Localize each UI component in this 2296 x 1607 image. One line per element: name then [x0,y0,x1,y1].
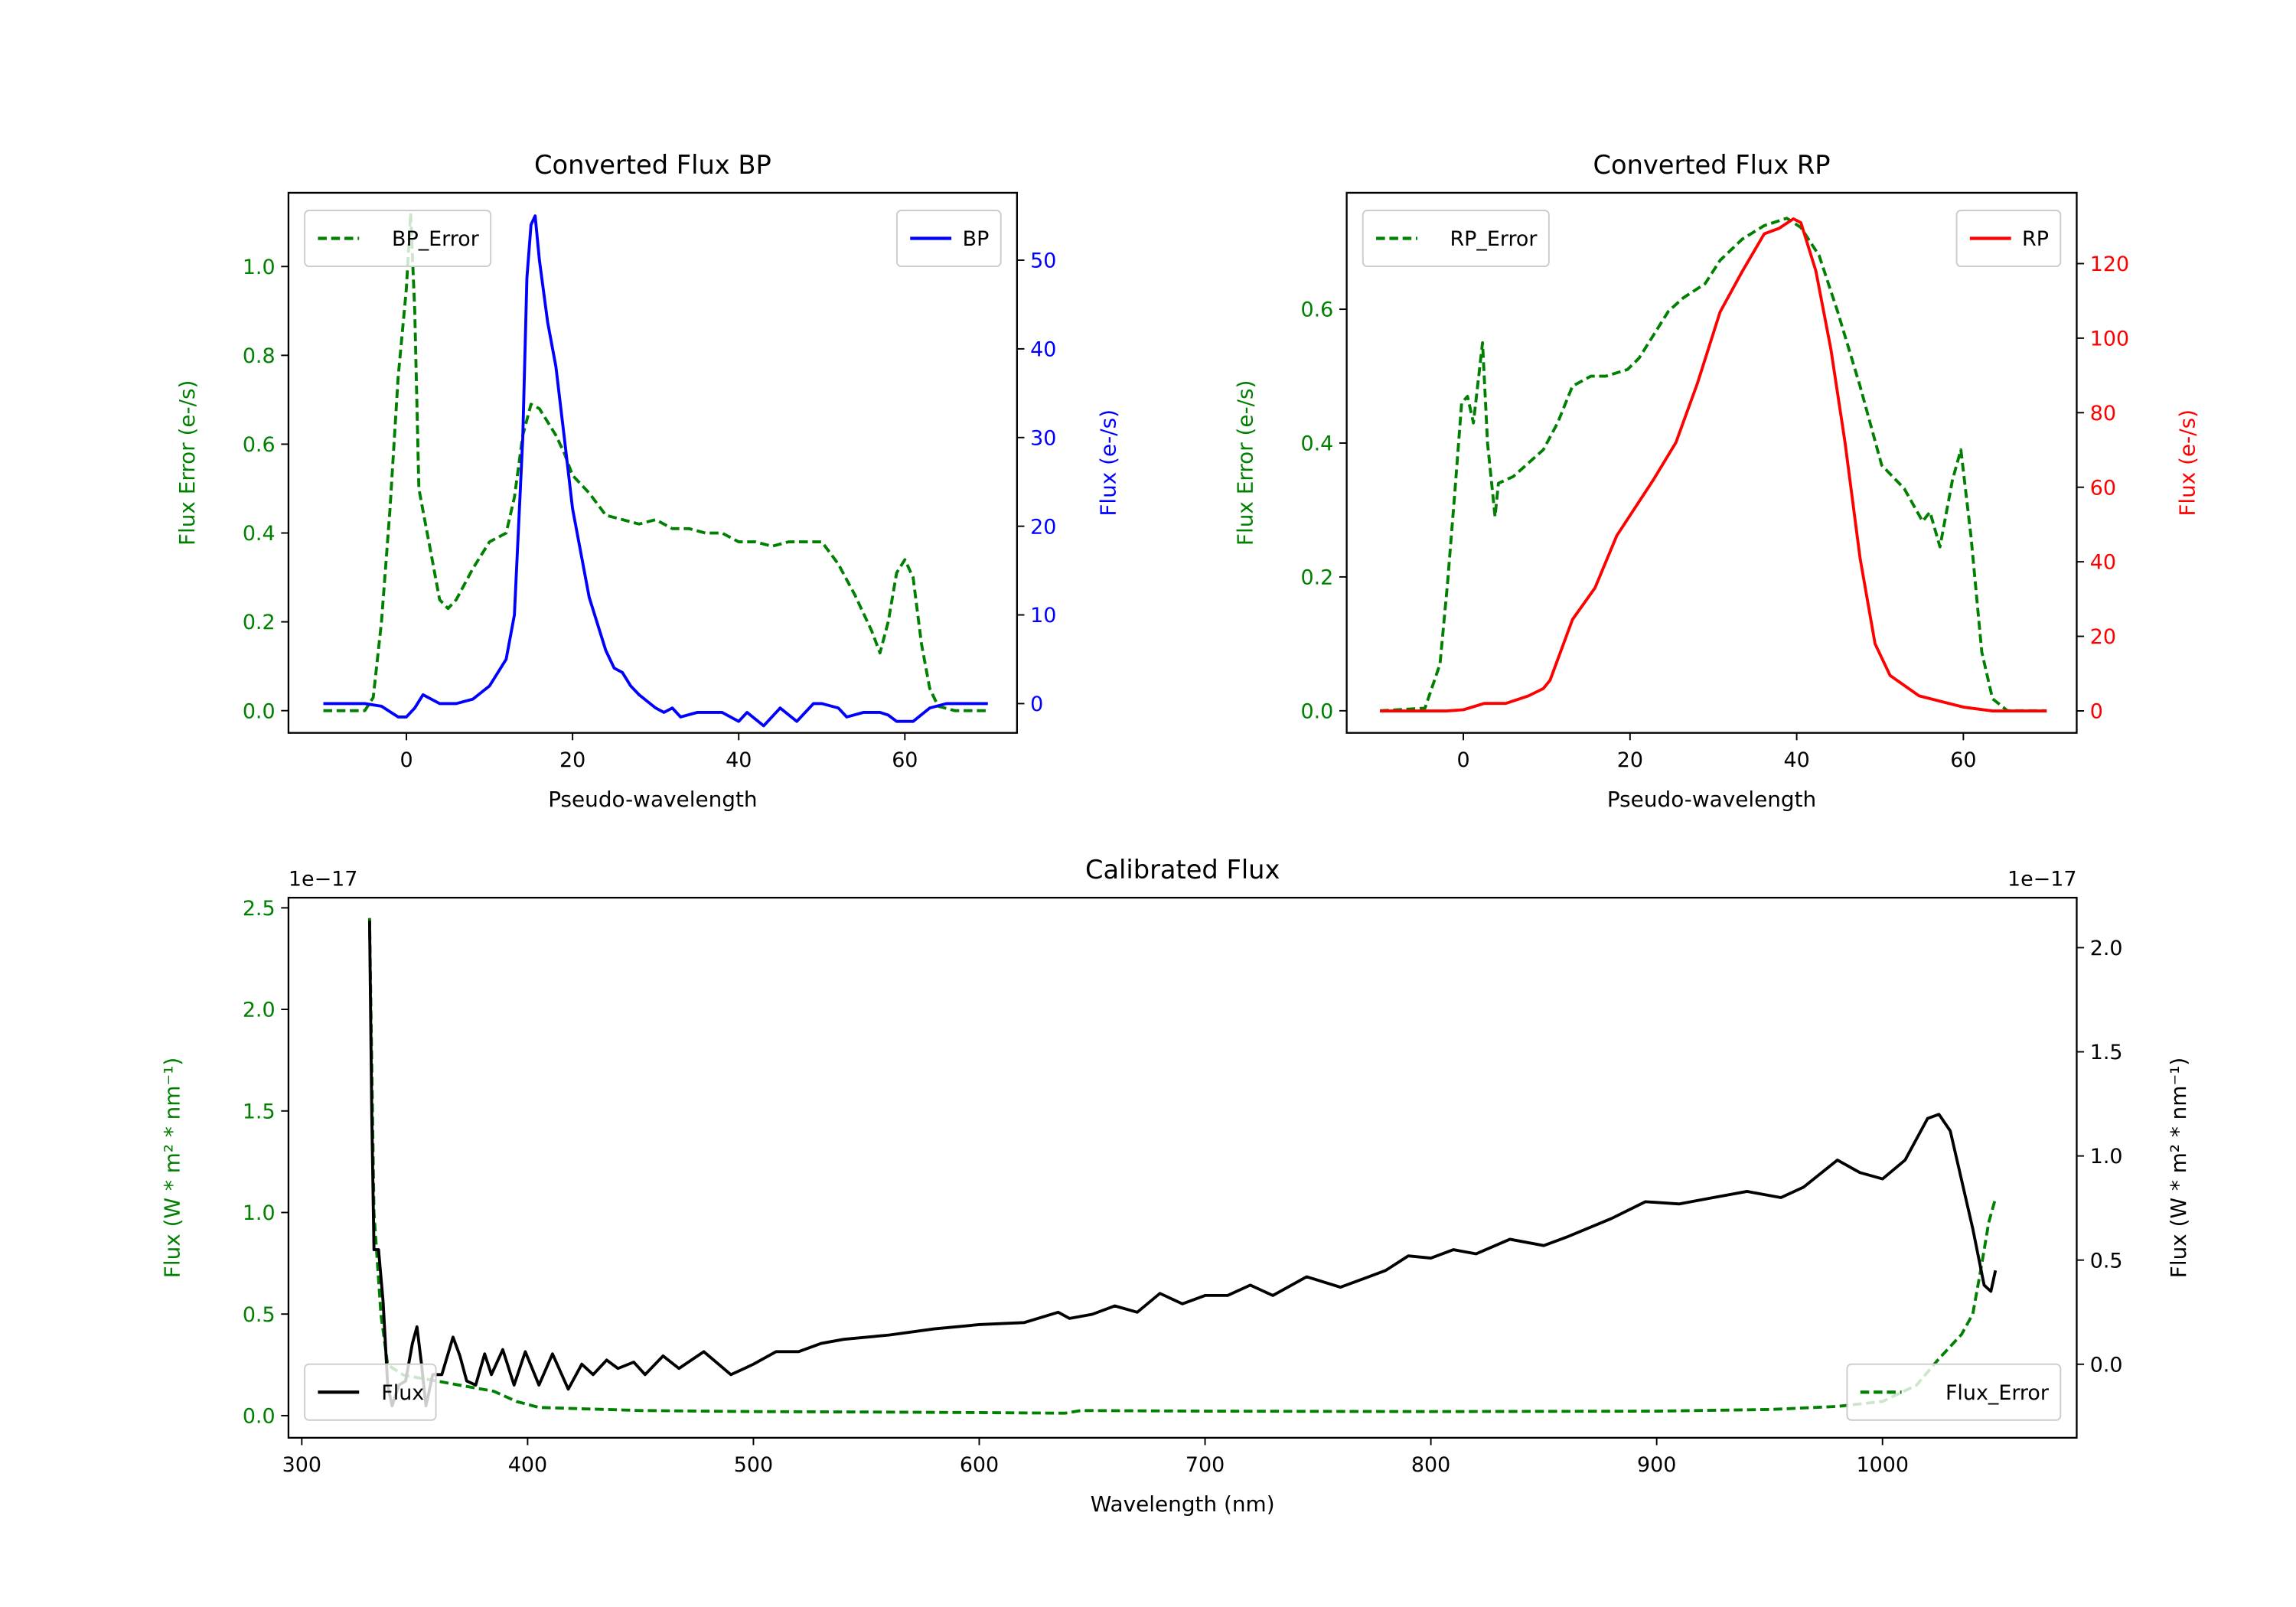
x-tick-label: 800 [1411,1453,1450,1477]
y-right-tick-label: 40 [2090,551,2116,575]
legend-upper-right: RP [1955,210,2062,268]
x-tick-label: 40 [1783,748,1809,772]
y-left-tick-label: 1.0 [243,256,276,279]
axes-frame [287,191,1018,734]
x-tick-label: 0 [400,748,413,772]
y-right-tick-label: 20 [1030,515,1056,539]
y-left-tick-label: 0.6 [243,433,276,457]
legend-box [1846,1363,2062,1421]
y-right-axis-label: Flux (W * m² * nm⁻¹) [2166,1058,2191,1278]
legend-label: BP_Error [392,227,480,251]
x-tick-label: 700 [1186,1453,1225,1477]
y-left-tick-label: 1.0 [243,1201,276,1225]
chart-title: Converted Flux BP [534,150,771,180]
legend-label: Flux [381,1381,424,1405]
chart-title: Converted Flux RP [1593,150,1831,180]
chart-title: Calibrated Flux [1085,855,1280,885]
y-right-tick-label: 0 [1030,693,1043,716]
y-left-tick-label: 2.5 [243,897,276,921]
y-right-tick-label: 2.0 [2090,937,2123,960]
x-tick-label: 0 [1456,748,1469,772]
y-left-tick-label: 0.2 [1301,566,1334,590]
y-left-tick-label: 0.0 [243,699,276,723]
y-right-tick-label: 1.5 [2090,1041,2123,1064]
x-tick-label: 900 [1637,1453,1676,1477]
y-right-offset-text: 1e−17 [2007,868,2076,892]
x-axis-label: Wavelength (nm) [1091,1491,1275,1517]
y-right-tick-label: 30 [1030,426,1056,450]
x-axis-label: Pseudo-wavelength [1607,787,1816,812]
y-left-tick-label: 0.5 [243,1303,276,1327]
y-left-axis-label: Flux Error (e-/s) [1233,380,1258,546]
y-left-tick-label: 0.0 [243,1405,276,1429]
series-line-bp [323,214,988,728]
axes-frame [1345,191,2078,734]
legend-lower-left: Flux [304,1363,437,1421]
y-left-tick-label: 1.5 [243,1100,276,1123]
x-tick-label: 600 [960,1453,999,1477]
y-left-axis-label: Flux (W * m² * nm⁻¹) [160,1058,185,1278]
series-line-rp [1380,217,2047,712]
legend-box [304,210,492,268]
x-axis-label: Pseudo-wavelength [548,787,757,812]
y-right-tick-label: 0.0 [2090,1353,2123,1377]
rp-panel: 0 20 40 60 0.0 0.2 0.4 0.6 0 20 40 60 80 100 120 Conver… [1233,150,2200,812]
x-tick-label: 60 [892,748,918,772]
y-right-tick-label: 1.0 [2090,1145,2123,1169]
x-tick-label: 500 [734,1453,773,1477]
y-right-tick-label: 40 [1030,338,1056,362]
bp-panel: 0 20 40 60 0.0 0.2 0.4 0.6 0.8 1.0 0 10 20 30 40 50 Conv… [174,150,1121,812]
y-right-tick-label: 20 [2090,625,2116,649]
y-right-tick-label: 120 [2090,253,2129,276]
x-tick-label: 20 [559,748,585,772]
y-right-tick-label: 0.5 [2090,1249,2123,1273]
y-left-tick-label: 0.4 [1301,432,1334,456]
series-line-bp-error [323,211,988,712]
axes-frame [287,896,2078,1439]
y-right-tick-label: 100 [2090,327,2129,350]
legend-upper-right: BP [895,210,1002,268]
legend-lower-right: Flux_Error [1846,1363,2062,1421]
legend-label: Flux_Error [1945,1381,2050,1405]
series-line-flux [367,921,1998,1408]
legend-label: RP_Error [1450,227,1538,251]
y-left-tick-label: 0.0 [1301,699,1334,723]
y-right-axis-label: Flux (e-/s) [2174,409,2200,517]
y-left-tick-label: 0.2 [243,611,276,634]
y-right-tick-label: 0 [2090,700,2103,724]
legend-box [304,1363,437,1421]
x-tick-label: 40 [726,748,752,772]
calibrated-panel: 300 400 500 600 700 800 900 1000 0.0 0.5 1.0 1.5 2.0… [160,855,2191,1517]
x-tick-label: 20 [1617,748,1643,772]
y-right-tick-label: 80 [2090,402,2116,425]
x-tick-label: 1000 [1856,1453,1908,1477]
x-tick-label: 60 [1950,748,1976,772]
y-left-tick-label: 0.4 [243,522,276,546]
y-left-axis-label: Flux Error (e-/s) [174,380,200,546]
legend-box [1362,210,1550,268]
legend-upper-left: BP_Error [304,210,492,268]
y-right-tick-label: 10 [1030,604,1056,627]
y-left-tick-label: 0.8 [243,344,276,368]
y-right-tick-label: 60 [2090,476,2116,500]
x-tick-label: 400 [508,1453,547,1477]
legend-upper-left: RP_Error [1362,210,1550,268]
x-tick-label: 300 [282,1453,321,1477]
y-right-axis-label: Flux (e-/s) [1096,409,1121,517]
legend-label: BP [963,227,990,251]
y-left-offset-text: 1e−17 [289,868,357,892]
legend-label: RP [2022,227,2049,251]
series-line-rp-error [1379,217,2047,712]
y-right-tick-label: 50 [1030,249,1056,273]
y-left-tick-label: 0.6 [1301,298,1334,322]
y-left-tick-label: 2.0 [243,999,276,1022]
